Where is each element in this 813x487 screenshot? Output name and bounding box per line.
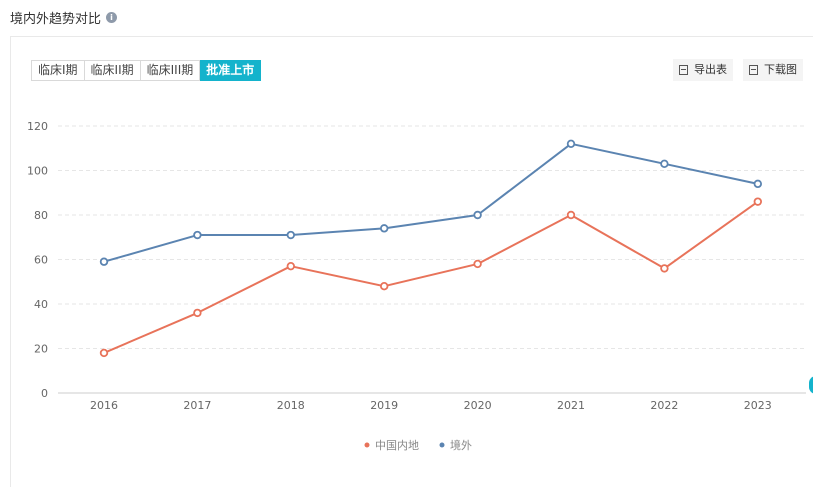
export-table-button[interactable]: 导出表	[673, 59, 733, 81]
data-point	[660, 264, 669, 273]
x-tick-label: 2018	[277, 399, 305, 412]
page-title: 境内外趋势对比 i	[10, 8, 118, 27]
data-point	[99, 257, 109, 266]
x-tick-label: 2016	[90, 399, 118, 412]
data-point	[286, 230, 295, 240]
download-chart-button[interactable]: 下载图	[743, 59, 803, 81]
tab-phase-2[interactable]: 临床II期	[84, 60, 141, 81]
data-point	[193, 308, 202, 318]
series-line-0	[103, 200, 759, 354]
tab-approved[interactable]: 批准上市	[200, 60, 262, 81]
chart-panel	[10, 36, 813, 487]
legend-label: 中国内地	[375, 438, 419, 452]
legend-marker	[439, 442, 445, 448]
tab-phase-1[interactable]: 临床I期	[31, 60, 85, 81]
x-tick-label: 2017	[183, 399, 211, 412]
download-label: 下载图	[764, 63, 797, 76]
data-point	[286, 261, 295, 271]
floating-action-icon[interactable]	[809, 376, 813, 394]
tab-phase-3[interactable]: 临床III期	[140, 60, 201, 81]
info-icon[interactable]: i	[106, 12, 118, 23]
data-point	[193, 230, 202, 240]
series-line-1	[103, 142, 759, 263]
x-tick-label: 2022	[650, 399, 678, 412]
data-point	[753, 179, 762, 189]
x-tick-label: 2023	[744, 399, 772, 412]
y-tick-label: 40	[34, 298, 48, 311]
data-point	[753, 197, 762, 206]
y-tick-label: 120	[27, 120, 48, 133]
y-tick-label: 60	[34, 254, 48, 267]
export-label: 导出表	[694, 63, 727, 76]
data-point	[473, 259, 482, 269]
x-tick-label: 2020	[464, 399, 492, 412]
y-tick-label: 100	[27, 165, 48, 178]
data-point	[380, 224, 389, 233]
legend-marker	[364, 442, 370, 448]
data-point	[660, 159, 669, 169]
data-point	[566, 139, 576, 148]
x-tick-label: 2019	[370, 399, 398, 412]
phase-tabs: 临床I期 临床II期 临床III期 批准上市	[31, 60, 262, 81]
data-point	[473, 210, 482, 220]
export-icon	[679, 65, 688, 75]
data-point	[380, 282, 389, 291]
data-point	[99, 348, 109, 358]
download-icon	[749, 65, 758, 75]
y-tick-label: 80	[34, 209, 48, 222]
y-tick-label: 20	[34, 343, 48, 356]
x-tick-label: 2021	[557, 399, 585, 412]
legend-label: 境外	[450, 438, 472, 452]
page-title-text: 境内外趋势对比	[10, 12, 102, 27]
y-tick-label: 0	[41, 387, 48, 400]
data-point	[566, 210, 576, 220]
